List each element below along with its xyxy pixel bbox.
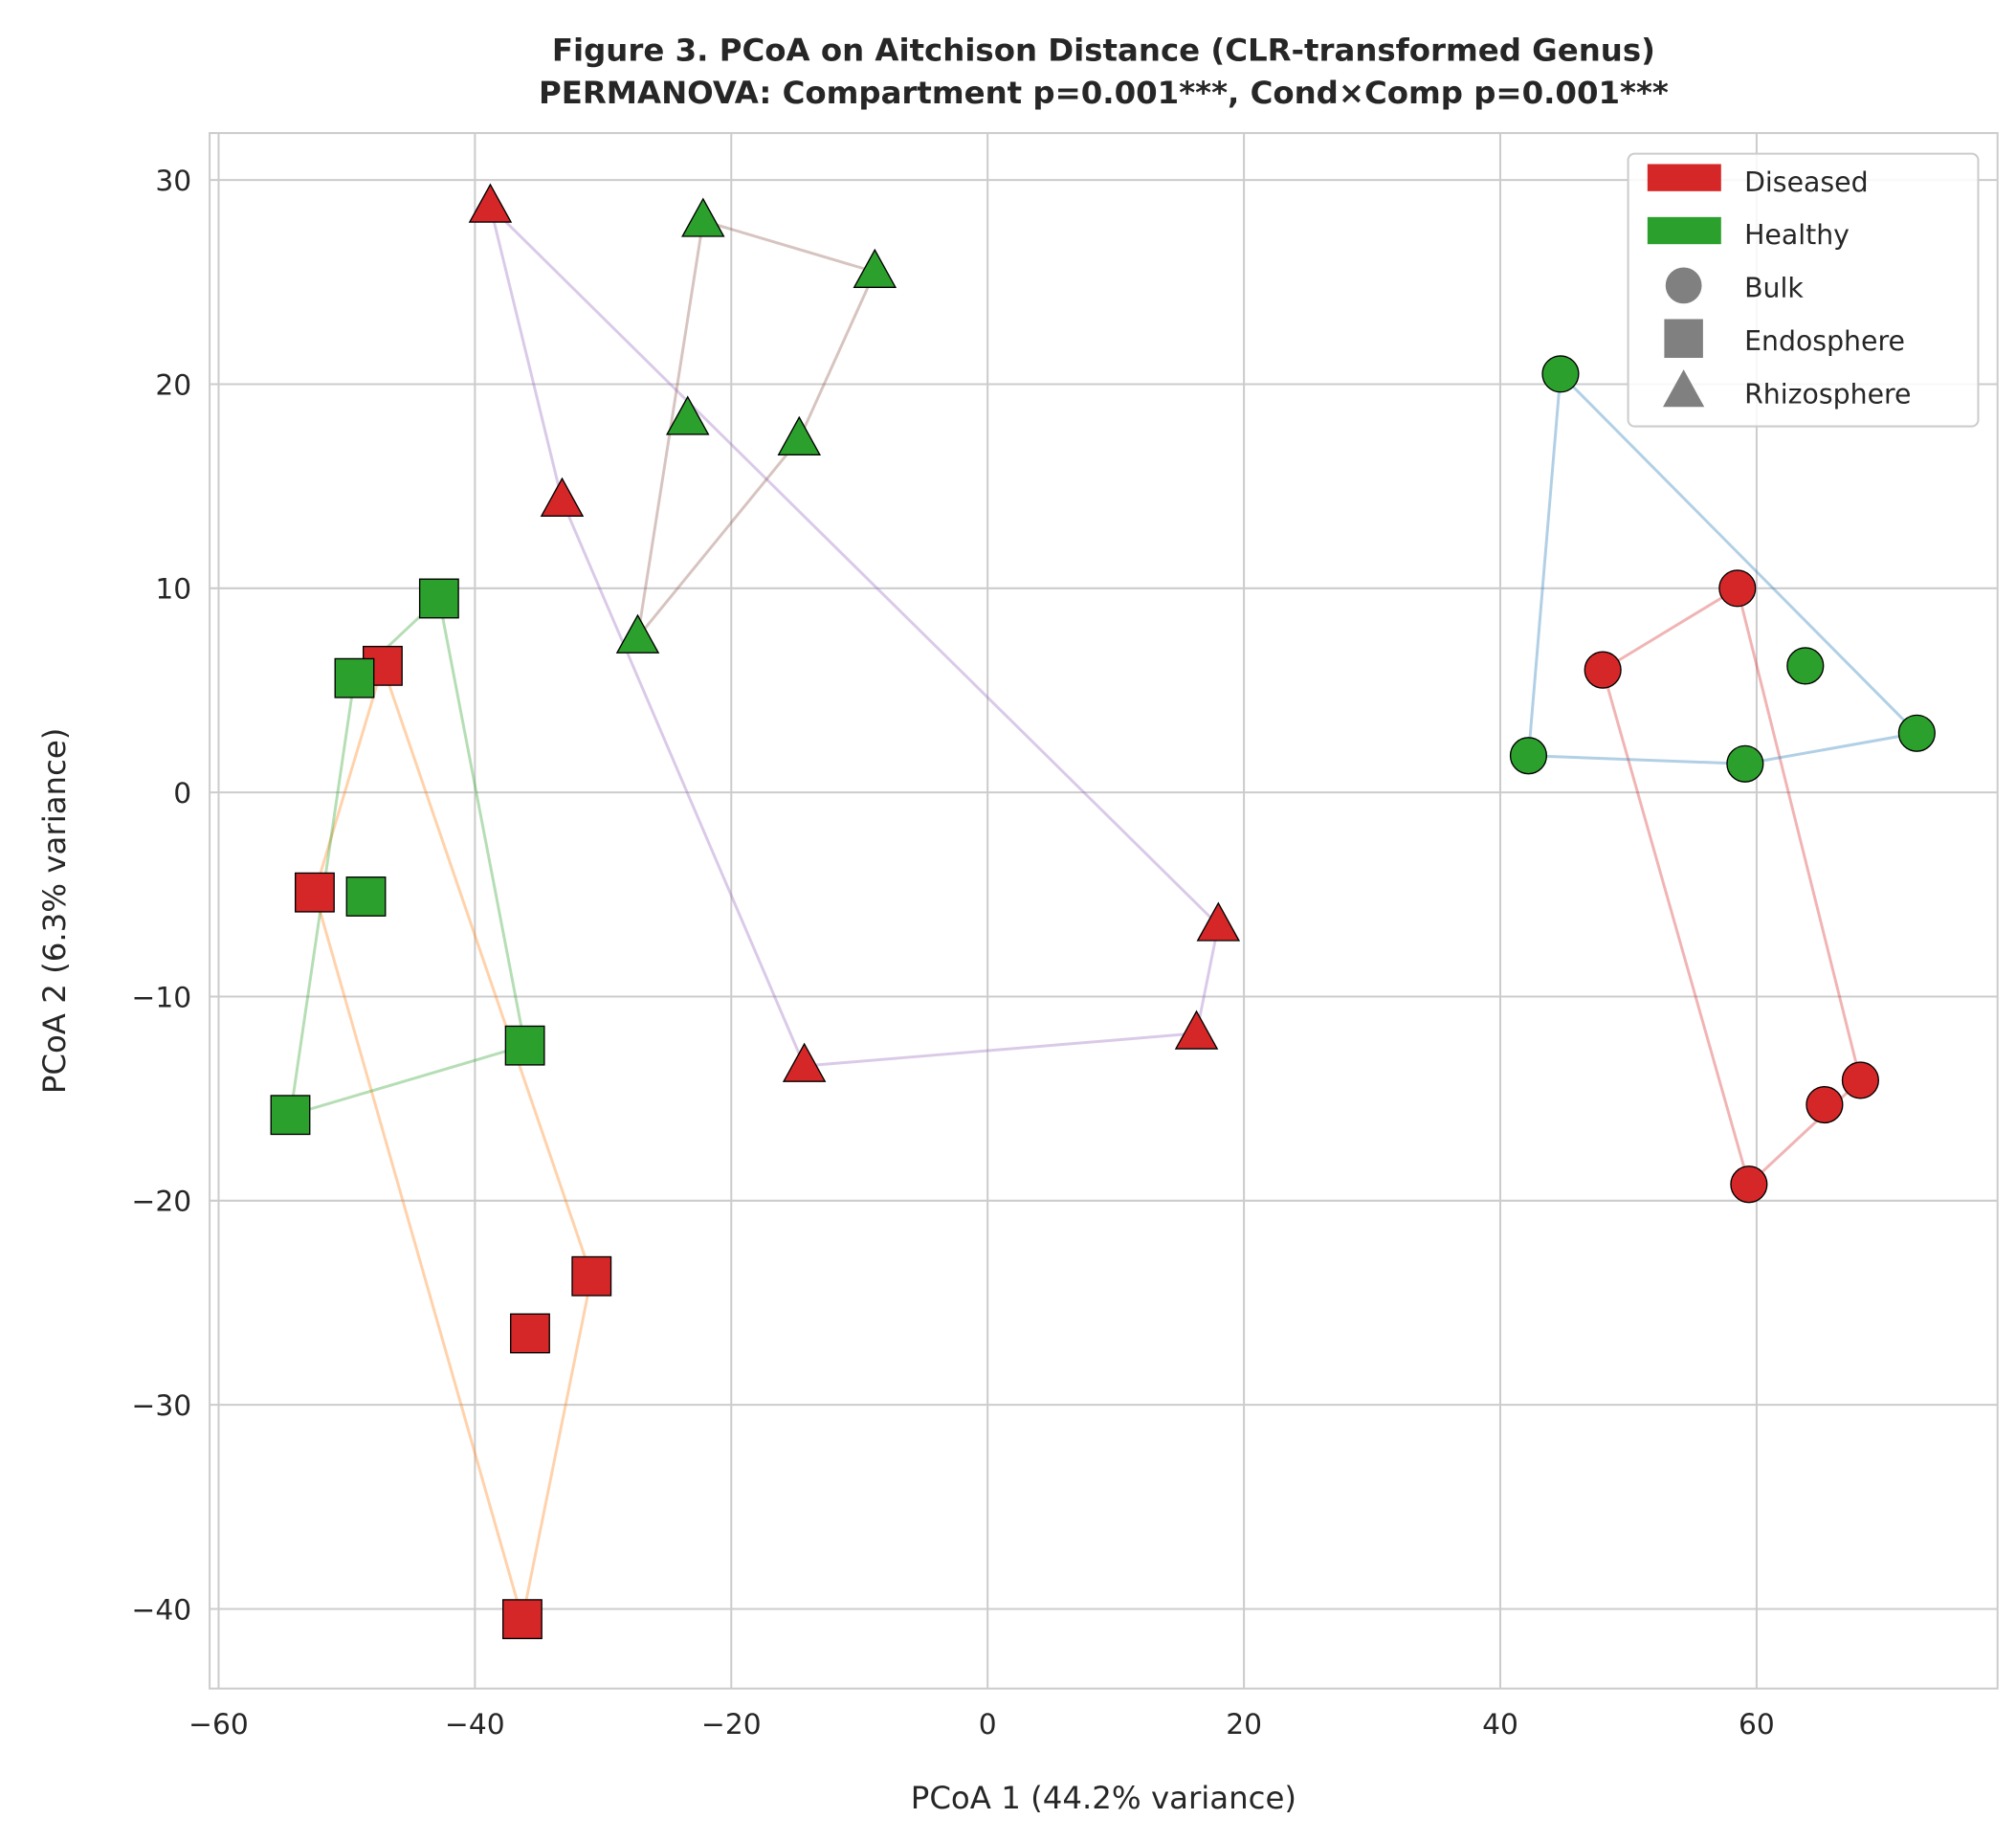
x-tick-label: 60: [1739, 1708, 1775, 1741]
point-healthy-endosphere: [270, 1095, 311, 1136]
hull-diseased-rhizosphere: [487, 202, 1220, 1068]
legend-swatch-diseased: [1647, 164, 1721, 191]
legend-label: Healthy: [1744, 219, 1850, 251]
y-tick-label: −30: [132, 1389, 192, 1423]
x-tick-label: 0: [979, 1708, 997, 1741]
x-axis-label: PCoA 1 (44.2% variance): [911, 1780, 1296, 1816]
point-diseased-rhizosphere: [782, 1042, 827, 1082]
legend-label: Diseased: [1744, 166, 1868, 198]
point-healthy-bulk: [1541, 355, 1580, 393]
point-healthy-bulk: [1786, 647, 1825, 685]
hull-healthy-bulk: [1526, 370, 1920, 765]
ticks: −60 −40 −20 0 20 40 60 −40 −30 −20 −10 0 10 20 30: [132, 165, 1775, 1741]
x-tick-label: −60: [188, 1708, 249, 1741]
point-diseased-rhizosphere: [540, 477, 585, 517]
y-tick-label: 20: [155, 368, 191, 402]
point-healthy-rhizosphere: [681, 197, 725, 237]
y-tick-label: −20: [132, 1186, 192, 1219]
point-healthy-endosphere: [334, 657, 375, 699]
point-healthy-rhizosphere: [615, 613, 660, 654]
point-healthy-bulk: [1726, 744, 1764, 783]
point-diseased-endosphere: [571, 1255, 612, 1297]
point-diseased-rhizosphere: [1174, 1009, 1219, 1050]
point-healthy-bulk: [1509, 737, 1548, 775]
point-diseased-bulk: [1806, 1085, 1844, 1124]
legend-label: Bulk: [1744, 273, 1804, 304]
legend-marker-bulk: [1665, 267, 1702, 304]
legend-marker-rhizosphere: [1663, 369, 1705, 408]
point-diseased-rhizosphere: [468, 183, 513, 223]
point-diseased-endosphere: [510, 1313, 550, 1354]
x-tick-label: 20: [1226, 1708, 1262, 1741]
y-tick-label: 0: [173, 777, 191, 810]
x-tick-label: 40: [1482, 1708, 1518, 1741]
point-diseased-endosphere: [502, 1599, 543, 1640]
plot-frame: [209, 132, 1999, 1690]
legend-label: Endosphere: [1744, 325, 1905, 357]
hull-diseased-endosphere: [313, 661, 593, 1620]
point-healthy-endosphere: [345, 876, 387, 917]
point-healthy-rhizosphere: [853, 248, 897, 289]
points: [270, 183, 1936, 1640]
point-healthy-endosphere: [418, 578, 459, 619]
point-healthy-rhizosphere: [777, 415, 822, 455]
point-diseased-bulk: [1730, 1165, 1768, 1204]
legend: Diseased Healthy Bulk Endosphere Rhizosphere: [1627, 152, 1980, 428]
y-tick-label: 30: [155, 165, 191, 198]
legend-marker-endosphere: [1664, 319, 1703, 358]
y-tick-label: −40: [132, 1593, 192, 1627]
point-diseased-endosphere: [295, 872, 335, 913]
y-tick-label: −10: [132, 981, 192, 1014]
chart-title: Figure 3. PCoA on Aitchison Distance (CL…: [552, 32, 1655, 68]
point-diseased-rhizosphere: [1196, 901, 1241, 942]
x-tick-label: −20: [701, 1708, 762, 1741]
legend-swatch-healthy: [1647, 216, 1721, 245]
point-healthy-endosphere: [504, 1025, 545, 1066]
point-diseased-bulk: [1841, 1061, 1879, 1099]
x-tick-label: −40: [445, 1708, 505, 1741]
point-diseased-bulk: [1584, 651, 1622, 689]
chart-subtitle: PERMANOVA: Compartment p=0.001***, Cond×…: [539, 75, 1669, 111]
legend-label: Rhizosphere: [1744, 378, 1911, 410]
y-tick-label: 10: [155, 573, 191, 607]
point-healthy-rhizosphere: [665, 395, 710, 435]
point-healthy-bulk: [1897, 714, 1936, 752]
point-diseased-bulk: [1718, 569, 1757, 608]
y-axis-label: PCoA 2 (6.3% variance): [36, 728, 73, 1095]
